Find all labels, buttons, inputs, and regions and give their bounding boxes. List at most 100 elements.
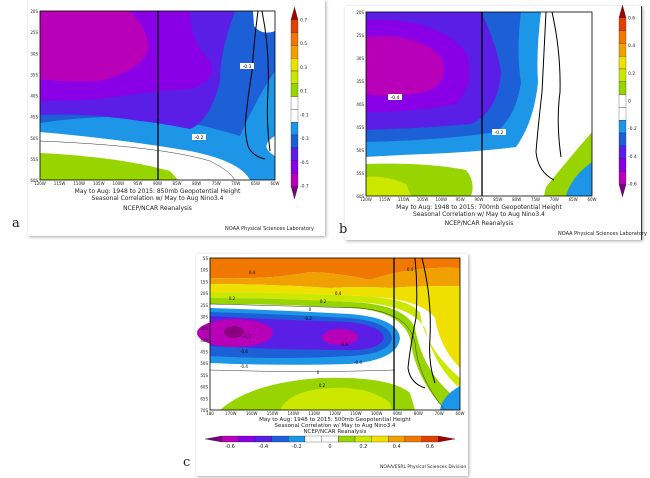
colorbar-label: 0.2 — [359, 444, 367, 450]
colorbar-label: 0.7 — [300, 17, 307, 23]
x-tick-label: 85W — [493, 197, 502, 202]
region-yellow — [210, 284, 460, 368]
x-tick-label: 90W — [474, 197, 483, 202]
colorbar-swatch — [238, 435, 256, 443]
colorbar-swatch — [618, 184, 627, 198]
region-yellow-south — [280, 387, 392, 410]
x-tick-label: 120W — [329, 411, 341, 416]
contour-label: 0.4 — [249, 270, 256, 275]
x-tick-label: 140W — [288, 411, 300, 416]
panel-letter-b: b — [339, 222, 348, 237]
caption-source: NCEP/NCAR Reanalysis — [444, 220, 514, 227]
colorbar-swatch — [290, 6, 299, 20]
colorbar-swatch — [618, 94, 627, 108]
y-tick-label: 25S — [356, 33, 364, 38]
x-tick-label: 85W — [173, 181, 182, 186]
y-tick-label: 30S — [30, 51, 38, 56]
x-tick-label: 70W — [435, 411, 444, 416]
y-tick-label: 20S — [356, 10, 364, 15]
colorbar-label: 0.2 — [628, 71, 635, 77]
colorbar-swatch — [290, 109, 299, 123]
colorbar-label: -0.3 — [300, 136, 309, 142]
panel-letter-c: c — [183, 455, 191, 470]
y-tick-label: 40S — [200, 338, 208, 343]
y-tick-label: 35S — [200, 326, 208, 331]
colorbar-label: -0.6 — [225, 444, 235, 450]
colorbar-label: 0.1 — [300, 89, 307, 95]
x-tick-label: 115W — [379, 197, 391, 202]
colorbar-swatch — [290, 19, 299, 33]
x-tick-label: 110W — [350, 411, 362, 416]
caption-title: May to Aug: 1948 to 2015: 500mb Geopoten… — [259, 417, 411, 423]
x-tick-label: 160W — [246, 411, 258, 416]
x-tick-label: 90W — [153, 181, 162, 186]
colorbar-label: 0 — [328, 444, 331, 450]
y-tick-label: 20S — [30, 9, 38, 14]
colorbar-label: 0.5 — [300, 41, 307, 47]
map-c: 0.4 0.4 0.2 0.2 0 -0.2 -0.6 -0.4 -0.6 -0… — [197, 256, 465, 450]
colorbar-swatch — [618, 132, 627, 146]
colorbar-label: -0.5 — [300, 160, 309, 166]
contour-label: -0.2 — [495, 130, 504, 136]
x-tick-label: 60W — [270, 181, 279, 186]
colorbar-label: 0.6 — [426, 444, 434, 450]
colorbar-label: -0.7 — [300, 184, 309, 190]
region-magenta — [366, 36, 444, 96]
y-tick-label: 45S — [356, 125, 364, 130]
coastline — [535, 11, 562, 181]
map-b: -0.4 -0.2 20S 25S 30S 35S 40S 45S 50S 55S 60S 12… — [356, 4, 637, 202]
y-tick-label: 55S — [30, 157, 38, 162]
colorbar-swatch — [354, 435, 372, 443]
colorbar-swatch — [618, 120, 627, 134]
y-tick-label: 50S — [30, 136, 38, 141]
colorbar-swatch — [438, 435, 456, 443]
x-tick-label: 150W — [267, 411, 279, 416]
x-tick-label: 170W — [225, 411, 237, 416]
colorbar-swatch — [221, 435, 239, 443]
colorbar-label: -0.1 — [300, 112, 309, 118]
y-axis-ticks: 5S 10S 15S 20S 25S 30S 35S 40S 45S 50S 55S 60S 65S 70… — [200, 256, 208, 413]
contour-label: 0.2 — [229, 296, 236, 301]
colorbar-swatch — [290, 173, 299, 187]
caption-title: May to Aug: 1948 to 2015: 700mb Geopoten… — [396, 204, 562, 211]
x-axis-ticks: 120W 115W 110W 105W 100W 95W 90W 85W 80W 75W 70W 65… — [34, 181, 279, 186]
colorbar-swatch — [290, 58, 299, 72]
colorbar-swatch — [404, 435, 422, 443]
contour-label: 0.2 — [320, 299, 327, 304]
x-tick-label: 65W — [569, 197, 578, 202]
x-tick-label: 70W — [231, 181, 240, 186]
coastline — [407, 257, 436, 389]
contour-label: -0.6 — [340, 342, 348, 347]
colorbar-label: 0.6 — [628, 15, 635, 21]
y-tick-label: 55S — [200, 373, 208, 378]
contour-label: -0.2 — [304, 316, 312, 321]
region-yellow-sw — [366, 176, 411, 196]
y-tick-label: 20S — [200, 291, 208, 296]
colorbar-swatch — [304, 435, 322, 443]
colorbar-swatch — [421, 435, 439, 443]
y-tick-label: 35S — [356, 79, 364, 84]
x-tick-label: 120W — [360, 197, 372, 202]
contour-label: -0.2 — [243, 334, 251, 339]
coastline — [244, 10, 271, 160]
caption-title: May to Aug: 1948 to 2015: 850mb Geopoten… — [74, 188, 241, 195]
colorbar-swatch — [618, 81, 627, 95]
colorbar-swatch — [618, 17, 627, 31]
x-tick-label: 60W — [587, 197, 596, 202]
colorbar-swatch — [254, 435, 272, 443]
colorbar-swatch — [618, 56, 627, 70]
caption-subtitle: Seasonal Correlation w/ May to Aug Nino3… — [91, 195, 224, 202]
contour-label: 0.4 — [407, 267, 414, 272]
y-tick-label: 25S — [30, 30, 38, 35]
colorbar-swatch — [618, 158, 627, 172]
region-dark-orange — [210, 258, 460, 280]
credit-b: NOAA Physical Sciences Laboratory — [558, 231, 647, 237]
colorbar-swatch — [288, 435, 306, 443]
y-tick-label: 40S — [356, 102, 364, 107]
contour-label: -0.2 — [195, 135, 204, 141]
x-tick-label: 115W — [54, 181, 66, 186]
caption-subtitle: Seasonal Correlation w/ May to Aug Nino3… — [413, 211, 545, 218]
colorbar-swatch — [290, 32, 299, 46]
colorbar-swatch — [618, 30, 627, 44]
colorbar-label: -0.6 — [628, 182, 637, 188]
